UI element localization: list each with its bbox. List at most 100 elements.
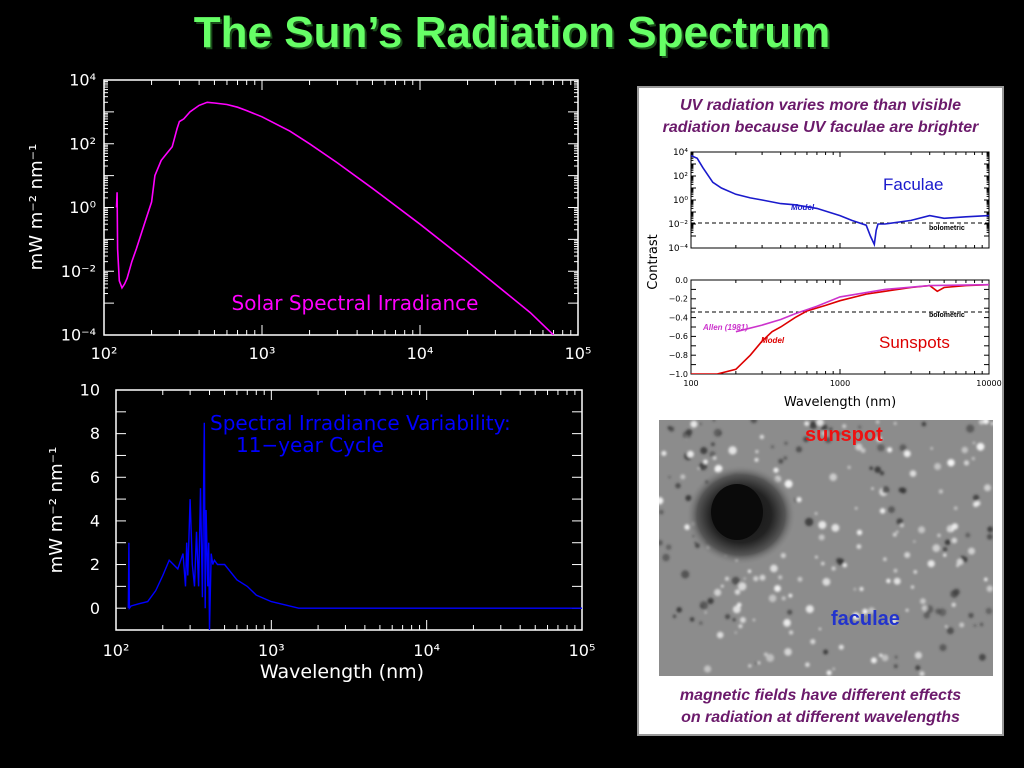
dark-speck bbox=[662, 553, 670, 562]
dark-speck bbox=[731, 576, 740, 585]
series-line-allen-1981- bbox=[735, 283, 989, 333]
panel-x-axis-label: Wavelength (nm) bbox=[784, 395, 896, 410]
facula-speck bbox=[768, 594, 777, 603]
dark-speck bbox=[882, 486, 890, 494]
dark-speck bbox=[858, 425, 862, 429]
facula-speck bbox=[871, 487, 874, 490]
chart-title-variability-line1: Spectral Irradiance Variability: bbox=[210, 411, 511, 435]
facula-speck bbox=[909, 470, 917, 477]
facula-speck bbox=[810, 639, 816, 645]
x-tick-label: 10³ bbox=[249, 344, 276, 363]
facula-speck bbox=[889, 616, 898, 625]
facula-speck bbox=[697, 467, 700, 470]
y-tick-label: −0.4 bbox=[669, 313, 688, 322]
facula-speck bbox=[847, 465, 851, 469]
y-axis-label-variability: mW m⁻² nm⁻¹ bbox=[46, 447, 67, 574]
y-tick-label: 8 bbox=[90, 424, 100, 443]
y-tick-label: 10⁰ bbox=[673, 196, 688, 206]
dark-speck bbox=[877, 444, 885, 452]
y-tick-label: 10² bbox=[673, 172, 688, 182]
dark-speck bbox=[804, 517, 814, 527]
facula-speck bbox=[919, 671, 925, 676]
dark-speck bbox=[783, 456, 788, 460]
dark-speck bbox=[699, 621, 703, 625]
facula-speck bbox=[947, 529, 950, 532]
facula-speck bbox=[945, 625, 948, 628]
facula-speck bbox=[862, 608, 868, 615]
facula-speck bbox=[753, 576, 759, 582]
facula-speck bbox=[870, 657, 877, 664]
facula-speck bbox=[831, 566, 836, 571]
facula-speck bbox=[832, 667, 835, 671]
facula-speck bbox=[815, 555, 818, 559]
dark-speck bbox=[894, 655, 898, 659]
y-tick-label: 0.0 bbox=[675, 276, 688, 285]
facula-speck bbox=[881, 654, 889, 662]
facula-speck bbox=[886, 578, 891, 584]
facula-speck bbox=[920, 598, 926, 605]
facula-speck bbox=[774, 585, 781, 592]
facula-speck bbox=[826, 670, 832, 676]
dark-speck bbox=[935, 608, 941, 615]
facula-speck bbox=[714, 588, 722, 597]
facula-speck bbox=[763, 652, 768, 657]
dark-speck bbox=[838, 432, 841, 435]
facula-speck bbox=[893, 577, 901, 585]
dark-speck bbox=[837, 558, 844, 566]
facula-speck bbox=[856, 529, 863, 536]
facula-speck bbox=[805, 662, 810, 667]
facula-speck bbox=[934, 463, 942, 470]
dark-speck bbox=[942, 547, 948, 552]
facula-speck bbox=[818, 534, 825, 541]
facula-speck bbox=[743, 577, 746, 580]
dark-speck bbox=[874, 466, 881, 473]
facula-speck bbox=[766, 653, 775, 662]
facula-speck bbox=[783, 619, 791, 628]
faculae-chart-label: Faculae bbox=[883, 175, 943, 194]
facula-speck bbox=[892, 532, 897, 537]
facula-speck bbox=[755, 450, 759, 454]
y-tick-label: 0 bbox=[90, 599, 100, 618]
facula-speck bbox=[972, 441, 976, 445]
facula-speck bbox=[687, 450, 694, 458]
dark-speck bbox=[898, 487, 904, 493]
dark-speck bbox=[896, 518, 904, 525]
magnetogram-image: sunspot faculae bbox=[659, 420, 993, 676]
facula-speck bbox=[831, 524, 840, 532]
y-tick-label: −0.8 bbox=[669, 351, 688, 360]
facula-speck bbox=[943, 553, 947, 557]
dark-speck bbox=[709, 451, 716, 458]
dark-speck bbox=[668, 476, 671, 479]
facula-speck bbox=[951, 537, 958, 544]
dark-speck bbox=[699, 601, 708, 610]
dark-speck bbox=[732, 618, 736, 622]
facula-speck bbox=[903, 450, 911, 458]
faculae-label: faculae bbox=[831, 608, 900, 630]
dark-speck bbox=[960, 555, 965, 560]
dark-speck bbox=[944, 539, 951, 546]
facula-speck bbox=[734, 631, 737, 634]
dark-speck bbox=[915, 665, 921, 671]
x-axis-label-wavelength: Wavelength (nm) bbox=[260, 661, 424, 683]
caption-bottom-line2: on radiation at different wavelengths bbox=[681, 709, 960, 726]
facula-speck bbox=[788, 593, 793, 598]
facula-speck bbox=[856, 544, 862, 549]
sunspots-bolometric-label: bolometric bbox=[929, 312, 965, 319]
facula-speck bbox=[968, 547, 975, 555]
series-line-model bbox=[691, 154, 989, 248]
y-tick-label: 6 bbox=[90, 468, 100, 487]
x-tick-label: 10⁵ bbox=[565, 344, 592, 363]
sunspots-chart-label: Sunspots bbox=[879, 333, 950, 352]
y-tick-label: 10⁴ bbox=[673, 148, 688, 158]
facula-speck bbox=[789, 630, 794, 635]
facula-speck bbox=[773, 467, 779, 473]
dark-speck bbox=[712, 420, 716, 422]
y-tick-label: 10⁻⁴ bbox=[61, 326, 96, 345]
facula-speck bbox=[814, 512, 818, 515]
facula-speck bbox=[690, 420, 698, 428]
dark-speck bbox=[973, 494, 980, 501]
facula-speck bbox=[868, 607, 875, 614]
dark-speck bbox=[823, 649, 829, 655]
facula-speck bbox=[754, 457, 759, 462]
dark-speck bbox=[725, 614, 731, 620]
